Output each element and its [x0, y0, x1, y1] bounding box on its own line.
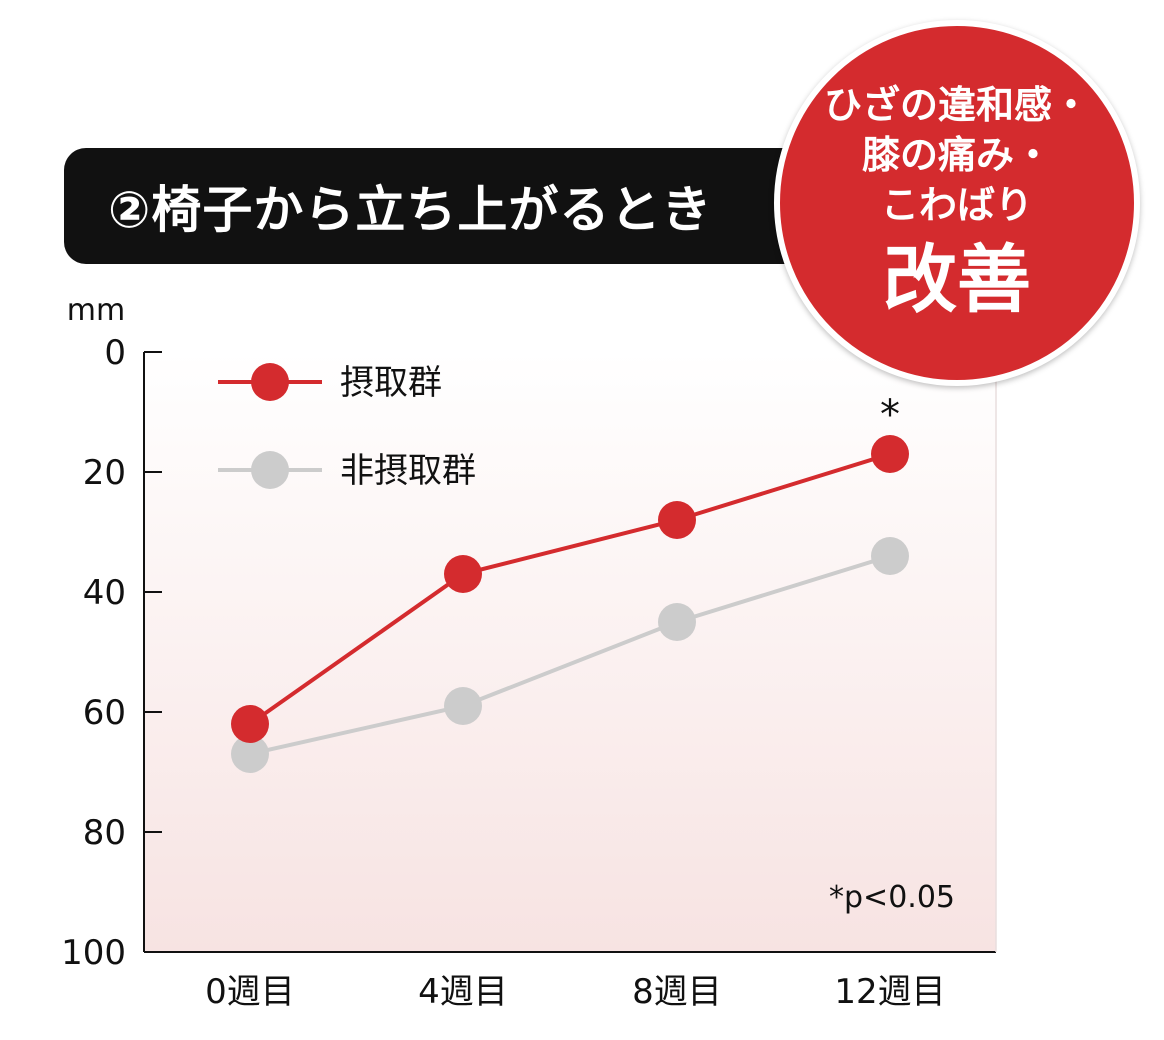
y-axis-unit: mm	[67, 293, 125, 328]
y-tick-label: 20	[83, 453, 126, 493]
legend-label-1: 摂取群	[340, 363, 442, 403]
improvement-badge: ひざの違和感・ 膝の痛み・ こわばり 改善	[774, 20, 1140, 386]
x-tick-label: 8週目	[632, 972, 722, 1012]
badge-line-1: ひざの違和感・	[823, 83, 1090, 127]
significance-marker: *	[880, 392, 900, 438]
x-tick-label: 0週目	[205, 972, 295, 1012]
legend-marker-1	[251, 363, 289, 401]
series-line-1	[248, 452, 891, 726]
x-tick-label: 12週目	[834, 972, 945, 1012]
series-2-point	[231, 735, 269, 773]
significance-footnote: *p<0.05	[829, 880, 955, 915]
chart-title: ②椅子から立ち上がるとき	[108, 181, 713, 239]
series-1-point	[444, 555, 482, 593]
series-2-point	[871, 537, 909, 575]
badge-main-text: 改善	[883, 237, 1031, 323]
y-tick-label: 80	[83, 813, 126, 853]
legend-marker-2	[251, 451, 289, 489]
badge-line-2: 膝の痛み・	[861, 133, 1052, 177]
y-tick-label: 100	[61, 933, 126, 973]
x-tick-label: 4週目	[418, 972, 508, 1012]
series-1-point	[231, 705, 269, 743]
y-tick-label: 60	[83, 693, 126, 733]
y-tick-label: 0	[104, 333, 126, 373]
plot-area	[144, 352, 996, 952]
series-1-point	[658, 501, 696, 539]
series-2-point	[444, 687, 482, 725]
y-tick-label: 40	[83, 573, 126, 613]
series-2-point	[658, 603, 696, 641]
series-line-2	[249, 554, 891, 756]
series-1-point	[871, 435, 909, 473]
legend-label-2: 非摂取群	[340, 451, 476, 491]
badge-line-3: こわばり	[880, 183, 1033, 227]
